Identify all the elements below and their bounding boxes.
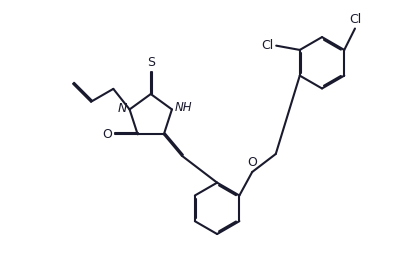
Text: O: O: [102, 128, 112, 141]
Text: Cl: Cl: [349, 13, 361, 26]
Text: S: S: [147, 56, 155, 69]
Text: O: O: [247, 156, 257, 169]
Text: N: N: [118, 102, 127, 115]
Text: NH: NH: [175, 101, 192, 114]
Text: Cl: Cl: [262, 39, 274, 52]
